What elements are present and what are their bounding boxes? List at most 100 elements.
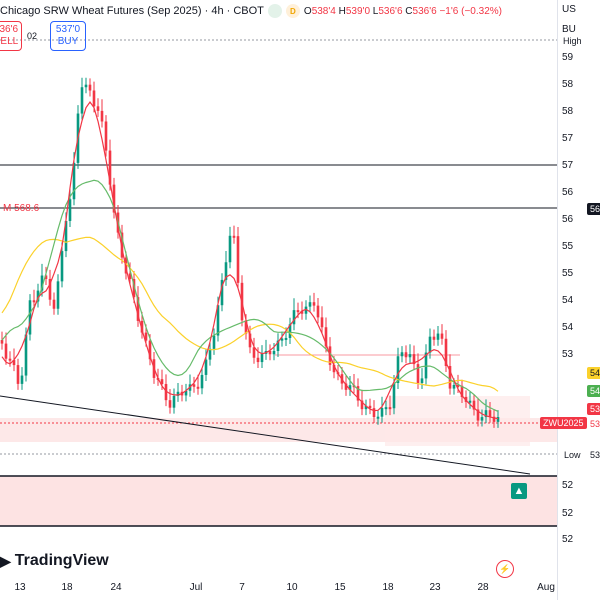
candle-body: [312, 302, 316, 306]
candle-body: [160, 379, 164, 385]
candle-body: [492, 416, 496, 422]
candle-body: [100, 110, 104, 122]
close-key: C: [405, 5, 413, 17]
price-axis-tick: 52: [562, 480, 574, 491]
candle-body: [424, 352, 428, 379]
candle-body: [376, 416, 380, 419]
candle-body: [144, 332, 148, 341]
candle-body: [248, 333, 252, 348]
candle-body: [88, 84, 92, 91]
candle-body: [40, 275, 44, 291]
price-tag-red: 53: [587, 403, 600, 415]
candle-body: [496, 416, 500, 422]
price-tag-ticker-value: 53: [590, 419, 600, 429]
time-axis-tick: 10: [286, 582, 298, 593]
price-axis[interactable]: [557, 0, 600, 600]
candle-body: [280, 338, 284, 341]
candle-body: [408, 354, 412, 358]
candle-body: [24, 334, 28, 376]
open-value: 538'4: [311, 5, 336, 17]
chart-header: Chicago SRW Wheat Futures (Sep 2025) · 4…: [0, 0, 502, 22]
candle-body: [244, 320, 248, 334]
candle-body: [196, 386, 200, 389]
candle-body: [192, 384, 196, 387]
candle-body: [108, 150, 112, 185]
candle-body: [4, 343, 8, 359]
candle-body: [104, 121, 108, 151]
ma-green-line: [1, 179, 499, 412]
lightning-icon[interactable]: ⚡: [496, 560, 514, 578]
tradingview-logo: ▶ TradingView: [0, 552, 109, 570]
candle-body: [32, 300, 36, 303]
candle-body: [488, 410, 492, 417]
high-key: H: [338, 5, 346, 17]
candle-body: [132, 279, 136, 298]
buy-price: 537'0: [55, 24, 81, 35]
price-axis-tick: 58: [562, 106, 574, 117]
candle-body: [324, 327, 328, 347]
candle-body: [316, 305, 320, 318]
time-axis-tick: 7: [239, 582, 245, 593]
low-key: L: [372, 5, 379, 17]
scroll-up-arrow-icon[interactable]: ▲: [511, 483, 527, 499]
candle-body: [68, 199, 72, 221]
buy-button[interactable]: 537'0 BUY: [50, 21, 86, 51]
candle-body: [256, 357, 260, 363]
symbol-title[interactable]: Chicago SRW Wheat Futures (Sep 2025) · 4…: [0, 5, 264, 17]
low-tag: Low: [564, 450, 581, 460]
candle-body: [404, 352, 408, 358]
price-axis-tick: 54: [562, 322, 574, 333]
price-tag-black: 56: [587, 203, 600, 215]
candle-body: [268, 350, 272, 355]
candle-body: [140, 320, 144, 333]
currency-label: US: [562, 4, 576, 15]
candle-body: [372, 408, 376, 418]
candle-body: [20, 375, 24, 384]
candle-body: [60, 251, 64, 282]
candle-body: [420, 378, 424, 384]
candle-body: [48, 278, 52, 300]
candle-body: [92, 90, 96, 107]
candle-body: [96, 106, 100, 111]
candle-body: [380, 408, 384, 417]
time-axis-tick: 28: [477, 582, 489, 593]
candle-body: [84, 84, 88, 88]
candle-body: [416, 364, 420, 384]
high-tag: High: [560, 35, 585, 47]
candle-body: [220, 279, 224, 306]
time-axis-tick: 18: [61, 582, 73, 593]
candle-body: [412, 354, 416, 365]
change-value: −1'6 (−0.32%): [439, 5, 502, 17]
ticker-tag: ZWU2025: [540, 417, 587, 429]
price-axis-tick: 58: [562, 79, 574, 90]
candle-body: [0, 340, 4, 344]
candle-body: [72, 162, 76, 200]
candle-body: [224, 262, 228, 280]
price-axis-tick: 56: [562, 214, 574, 225]
candle-body: [364, 405, 368, 410]
price-tag-green: 54: [587, 385, 600, 397]
candle-body: [388, 407, 392, 410]
candle-body: [212, 335, 216, 349]
price-axis-tick: 56: [562, 187, 574, 198]
ma-yellow-line: [1, 236, 499, 392]
unit-label: BU: [562, 24, 576, 35]
time-axis-tick: 18: [382, 582, 394, 593]
spread-value: 02: [27, 31, 38, 41]
status-orange-badge: D: [285, 4, 300, 18]
sell-button[interactable]: 536'6 SELL: [0, 21, 22, 51]
price-axis-tick: 59: [562, 52, 574, 63]
candle-body: [164, 384, 168, 401]
candle-body: [64, 220, 68, 252]
candle-body: [288, 324, 292, 338]
ohlc-readout: O538'4 H539'0 L536'6 C536'6 −1'6 (−0.32%…: [304, 6, 502, 17]
price-axis-tick: 55: [562, 241, 574, 252]
price-axis-tick: 57: [562, 160, 574, 171]
candle-body: [216, 305, 220, 336]
candle-body: [392, 382, 396, 409]
candle-body: [148, 340, 152, 360]
candle-body: [168, 400, 172, 408]
candle-body: [44, 275, 48, 279]
price-chart[interactable]: [0, 0, 557, 600]
